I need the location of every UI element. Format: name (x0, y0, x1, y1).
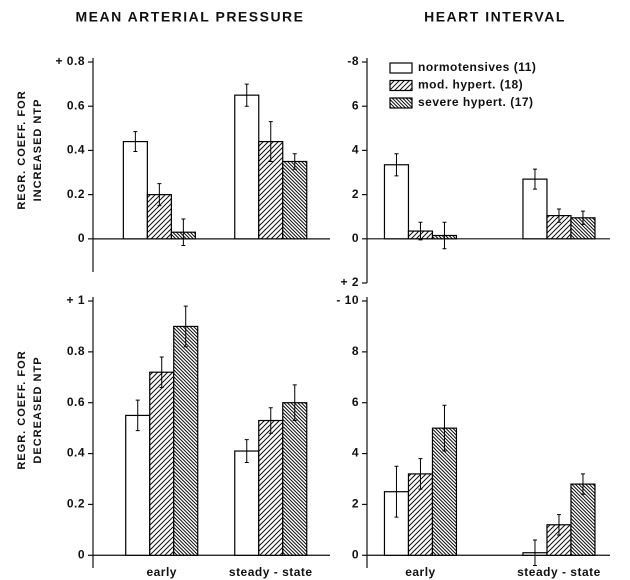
panel-title: MEAN ARTERIAL PRESSURE (75, 9, 304, 25)
error-bar (181, 218, 186, 246)
error-bar (556, 514, 561, 536)
y-tick-label: 4 (352, 143, 359, 157)
error-bar (442, 221, 447, 250)
bar (149, 371, 175, 556)
bar (234, 450, 260, 556)
y-tick-label: 0.4 (67, 143, 85, 157)
y-tick-label: 0 (78, 547, 85, 561)
error-bar (556, 208, 561, 223)
error-bar (394, 465, 399, 518)
legend-label: normotensives (11) (418, 60, 536, 74)
error-bar (159, 356, 164, 388)
y-tick-label: 2 (352, 187, 359, 201)
y-tick-label: 8 (352, 344, 359, 358)
y-axis-label: INCREASED NTP (32, 99, 44, 202)
y-tick-label: 6 (352, 395, 359, 409)
y-tick-label: 0 (352, 547, 359, 561)
error-bar (442, 404, 447, 452)
error-bar (135, 399, 140, 432)
error-bar (183, 305, 188, 348)
x-tick-label: early (405, 565, 436, 579)
error-bar (532, 539, 537, 566)
error-bar (418, 458, 423, 490)
bar (234, 94, 260, 240)
panel-title: HEART INTERVAL (424, 9, 566, 25)
bar (570, 483, 596, 556)
y-axis-label: REGR. COEFF. FOR (16, 90, 28, 209)
y-tick-label: 0.2 (67, 497, 85, 511)
legend-label: mod. hypert. (18) (418, 78, 523, 92)
error-bar (580, 210, 585, 225)
bar (125, 414, 151, 556)
error-bar (157, 183, 162, 207)
x-tick-label: early (146, 565, 177, 579)
y-tick-label: 4 (352, 446, 359, 460)
y-tick-label: + 1 (66, 293, 85, 307)
y-tick-label: 6 (352, 98, 359, 112)
error-bar (532, 168, 537, 190)
error-bar (268, 407, 273, 434)
legend-swatch (389, 97, 413, 109)
error-bar (580, 473, 585, 495)
bar (282, 402, 308, 556)
error-bar (394, 153, 399, 177)
y-tick-label: 0 (78, 231, 85, 245)
y-tick-label: 0.6 (67, 98, 85, 112)
y-tick-label: 0.6 (67, 395, 85, 409)
bar (282, 160, 308, 240)
error-bar (268, 121, 273, 162)
bar (122, 140, 148, 240)
bar (173, 325, 199, 556)
error-bar (418, 221, 423, 241)
y-tick-label: 0.4 (67, 446, 85, 460)
y-tick-label: 0.2 (67, 187, 85, 201)
y-tick-label: + 2 (340, 275, 359, 289)
error-bar (244, 83, 249, 107)
y-tick-label: 2 (352, 497, 359, 511)
y-axis-label: REGR. COEFF. FOR (16, 350, 28, 469)
x-tick-label: steady - state (229, 565, 313, 579)
y-axis-label: DECREASED NTP (32, 356, 44, 463)
error-bar (244, 439, 249, 463)
y-tick-label: + 0.8 (55, 54, 85, 68)
legend-label: severe hypert. (17) (418, 95, 534, 109)
bar (258, 419, 284, 556)
error-bar (292, 384, 297, 422)
bar (383, 164, 410, 240)
legend-swatch (389, 79, 413, 92)
legend-swatch (389, 62, 413, 74)
error-bar (292, 153, 297, 170)
y-tick-label: - 10 (336, 293, 359, 307)
y-tick-label: 0 (352, 231, 359, 245)
x-tick-label: steady - state (517, 565, 601, 579)
y-tick-label: 0.8 (67, 344, 85, 358)
y-tick-label: -8 (347, 54, 359, 68)
error-bar (133, 131, 138, 153)
